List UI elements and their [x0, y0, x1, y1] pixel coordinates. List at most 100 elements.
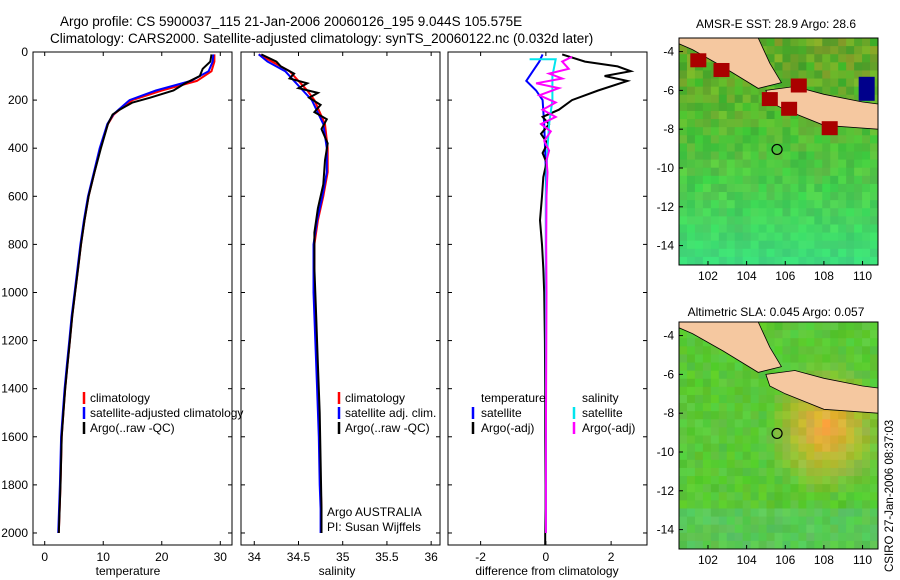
sla-map-cell: [798, 467, 807, 477]
sst-map-cell: [798, 175, 807, 185]
sla-map-cell: [854, 362, 863, 372]
sla-map-cell: [679, 492, 688, 501]
sla-map-cell: [750, 500, 760, 509]
sla-map-cell: [742, 435, 752, 445]
sla-map-cell: [726, 362, 736, 372]
sst-map-cell: [702, 143, 712, 152]
sst-map-cell: [702, 240, 712, 250]
sla-map-cell: [790, 330, 799, 339]
sst-map-cell: [782, 127, 791, 136]
sla-map-cell: [710, 476, 720, 485]
sla-map-cell: [710, 540, 720, 549]
sla-map-cell: [758, 516, 768, 526]
sst-map-cell: [814, 127, 823, 136]
sla-map-xtick-label: 104: [737, 553, 757, 567]
sst-map-cell: [790, 192, 799, 201]
sla-map-cell: [838, 411, 847, 420]
sst-map-cell: [830, 54, 839, 63]
sla-map-cell: [822, 492, 831, 501]
sst-map-cell: [718, 224, 728, 234]
sst-map-cell: [694, 216, 704, 225]
sst-map-cell: [854, 200, 863, 209]
sst-map-cell: [806, 167, 815, 177]
sst-map-cell: [862, 256, 871, 265]
sla-map-cell: [806, 540, 815, 549]
sla-map-cell: [718, 411, 728, 420]
sst-map-cell: [702, 119, 712, 128]
sst-map-cell: [726, 175, 736, 185]
sla-map-cell: [742, 476, 752, 485]
sla-map-cell: [862, 484, 871, 493]
sst-map-cell: [862, 192, 871, 201]
sla-map-cell: [822, 516, 831, 526]
sla-map-cell: [854, 435, 863, 445]
sla-map-cell: [822, 330, 831, 339]
sst-map-cell: [790, 167, 799, 177]
temperature-panel: 0 10 20 30 0 200 400 600 800 1000 1200 1400 1600 1800…: [1, 45, 243, 578]
sla-map-cell: [806, 467, 815, 477]
sla-map-cell: [702, 524, 712, 534]
sst-map-cell: [782, 200, 791, 209]
sst-map-cell: [814, 232, 823, 242]
sla-map-cell: [806, 322, 815, 331]
sst-map-cell: [814, 143, 823, 152]
sla-map-cell: [686, 403, 696, 412]
land-sumatra: [679, 322, 783, 373]
sst-map-cell: [838, 151, 847, 161]
sla-map-cell: [814, 419, 823, 428]
temperature-ytick-label: 200: [8, 93, 28, 107]
sla-map-cell: [846, 435, 855, 445]
sla-map-cell: [854, 492, 863, 501]
sla-map-cell: [838, 467, 847, 477]
sst-map-cell: [838, 192, 847, 201]
sst-map-cell: [734, 192, 744, 201]
sst-map-cell: [806, 175, 815, 185]
sst-map-cell: [702, 248, 712, 258]
sla-map-cell: [702, 378, 712, 388]
sst-map-cell: [702, 224, 712, 234]
sla-map-cell: [846, 330, 855, 339]
sla-map-cell: [718, 484, 728, 493]
sst-map-cell: [854, 159, 863, 169]
sst-map-cell: [718, 86, 728, 96]
sla-map-cell: [758, 484, 768, 493]
sst-map-cell: [726, 70, 736, 80]
sla-map-cell: [814, 508, 823, 518]
sla-map-cell: [686, 338, 696, 347]
sst-map-cell: [854, 54, 863, 63]
sla-map-cell: [742, 403, 752, 412]
sst-map-panel: AMSR-E SST: 28.9 Argo: 28.6 102 104 106 108…: [657, 17, 879, 283]
sla-map-cell: [790, 394, 799, 404]
sst-map-cell: [798, 240, 807, 250]
sla-map-cell: [862, 467, 871, 477]
sst-map-cell: [726, 183, 736, 193]
sst-map-cell: [734, 78, 744, 88]
sst-map-cell: [846, 167, 855, 177]
sla-map-cell: [870, 370, 878, 380]
sla-map-cell: [742, 419, 752, 428]
sst-map-cell: [822, 70, 831, 80]
sla-map-cell: [806, 427, 815, 436]
sla-map-cell: [734, 516, 744, 526]
sla-map-cell: [862, 500, 871, 509]
sst-map-cell: [758, 127, 768, 136]
sla-map-cell: [766, 419, 776, 428]
sst-map-cell: [782, 232, 791, 242]
sla-map-cell: [798, 443, 807, 453]
sla-map-cell: [694, 338, 704, 347]
sla-map-cell: [742, 378, 752, 388]
salinity-xtick-label: 35.5: [375, 550, 399, 564]
sla-map-cell: [782, 435, 791, 445]
sla-map-cell: [814, 427, 823, 436]
sla-map-cell: [854, 378, 863, 388]
salinity-note-2: PI: Susan Wijffels: [327, 520, 421, 534]
temperature-xtick-label: 20: [155, 550, 169, 564]
sst-map-cell: [742, 192, 752, 201]
sla-map-xtick-label: 110: [853, 553, 872, 567]
sla-map-cell: [766, 443, 776, 453]
sla-map-cell: [774, 411, 783, 420]
header-line-2: Climatology: CARS2000. Satellite-adjuste…: [50, 31, 593, 46]
sla-map-cell: [679, 476, 688, 485]
sst-map-cell: [758, 135, 768, 144]
sst-map-cell: [846, 208, 855, 217]
